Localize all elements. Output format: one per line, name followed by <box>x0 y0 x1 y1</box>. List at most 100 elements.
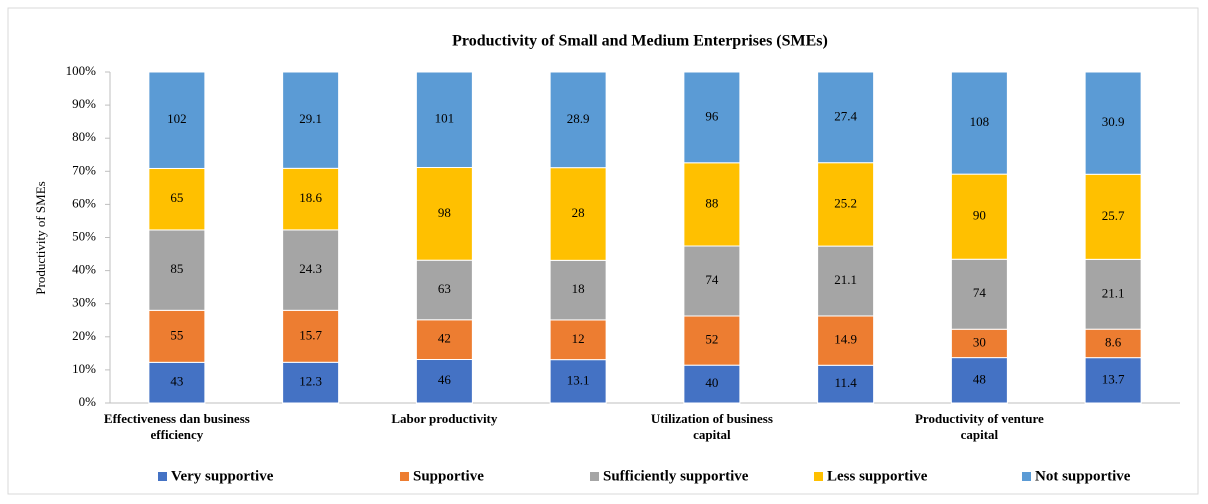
legend-label: Not supportive <box>1035 468 1131 484</box>
data-label: 98 <box>438 205 451 220</box>
bar-segment <box>282 229 340 311</box>
data-label: 25.7 <box>1102 208 1125 223</box>
data-label: 8.6 <box>1105 334 1122 349</box>
data-label: 46 <box>438 372 452 387</box>
data-label: 42 <box>438 331 451 346</box>
data-label: 29.1 <box>299 111 322 126</box>
data-label: 18.6 <box>299 190 322 205</box>
data-label: 12.3 <box>299 374 322 389</box>
data-label: 85 <box>170 261 183 276</box>
data-label: 101 <box>435 111 455 126</box>
y-tick-label: 10% <box>72 361 96 376</box>
data-label: 55 <box>170 327 183 342</box>
y-tick-label: 50% <box>72 228 96 243</box>
x-tick-label: Productivity of venture capital <box>914 411 1044 442</box>
bar-segment <box>950 258 1008 330</box>
bar-segment <box>282 71 340 169</box>
data-label: 90 <box>973 208 986 223</box>
y-tick-label: 100% <box>66 63 97 78</box>
data-label: 63 <box>438 281 451 296</box>
data-label: 28 <box>572 205 585 220</box>
data-label: 28.9 <box>567 111 590 126</box>
bar-segment <box>683 71 741 164</box>
legend-swatch <box>814 472 823 481</box>
bar-segment <box>1084 173 1142 260</box>
data-label: 15.7 <box>299 327 322 342</box>
legend-label: Very supportive <box>171 468 274 484</box>
bar-segment <box>549 359 607 404</box>
bar-segment <box>950 71 1008 175</box>
bar-segment <box>817 71 875 164</box>
data-label: 108 <box>970 114 990 129</box>
bar-segment <box>683 245 741 317</box>
bar-segment <box>950 328 1008 359</box>
bar-segment <box>282 309 340 363</box>
x-tick-label: Utilization of business capital <box>650 411 773 442</box>
x-tick-label: Labor productivity <box>391 411 498 426</box>
data-label: 74 <box>705 272 719 287</box>
y-tick-label: 90% <box>72 96 96 111</box>
x-tick-label: Effectiveness dan business efficiency <box>103 411 250 442</box>
bar-segment <box>1084 71 1142 175</box>
data-label: 24.3 <box>299 261 322 276</box>
bar-segment <box>415 71 473 169</box>
y-tick-label: 70% <box>72 162 96 177</box>
bar-segment <box>683 364 741 404</box>
bar-segment <box>148 309 206 363</box>
bar-segment <box>1084 328 1142 359</box>
bar-segment <box>148 167 206 231</box>
bar-segment <box>950 357 1008 404</box>
legend-swatch <box>158 472 167 481</box>
bar-segment <box>282 167 340 231</box>
data-label: 21.1 <box>834 272 857 287</box>
bar-segment <box>549 167 607 261</box>
data-label: 30 <box>973 334 986 349</box>
bar-segment <box>415 259 473 321</box>
bar-segment <box>1084 357 1142 404</box>
bar-segment <box>817 364 875 404</box>
y-tick-label: 80% <box>72 129 96 144</box>
legend-label: Less supportive <box>827 468 928 484</box>
bar-segment <box>817 162 875 247</box>
y-axis-label: Productivity of SMEs <box>33 181 48 294</box>
data-label: 96 <box>705 108 719 123</box>
bar-segment <box>683 315 741 366</box>
data-label: 21.1 <box>1102 285 1125 300</box>
bar-segment <box>282 361 340 404</box>
data-label: 43 <box>170 374 183 389</box>
legend-swatch <box>590 472 599 481</box>
bar-segment <box>415 167 473 261</box>
data-label: 102 <box>167 111 187 126</box>
data-label: 40 <box>705 375 718 390</box>
data-label: 27.4 <box>834 108 857 123</box>
bar-segment <box>683 162 741 247</box>
bar-segment <box>148 71 206 169</box>
chart-title: Productivity of Small and Medium Enterpr… <box>452 33 828 50</box>
y-tick-label: 60% <box>72 195 96 210</box>
data-label: 14.9 <box>834 332 857 347</box>
y-tick-label: 40% <box>72 262 96 277</box>
y-tick-label: 0% <box>79 394 97 409</box>
data-label: 12 <box>572 331 585 346</box>
bar-segment <box>549 71 607 169</box>
data-label: 11.4 <box>834 375 857 390</box>
legend-swatch <box>400 472 409 481</box>
bar-segment <box>549 319 607 361</box>
bar-segment <box>950 173 1008 260</box>
legend-swatch <box>1022 472 1031 481</box>
bar-segment <box>549 259 607 321</box>
data-label: 48 <box>973 371 986 386</box>
y-tick-label: 30% <box>72 295 96 310</box>
bar-segment <box>1084 258 1142 330</box>
legend-label: Sufficiently supportive <box>603 468 749 484</box>
legend-label: Supportive <box>413 468 484 484</box>
data-label: 88 <box>705 195 718 210</box>
data-label: 25.2 <box>834 195 857 210</box>
data-label: 13.1 <box>567 372 590 387</box>
data-label: 18 <box>572 281 585 296</box>
bar-segment <box>148 229 206 311</box>
bar-segment <box>148 361 206 404</box>
data-label: 74 <box>973 285 987 300</box>
data-label: 65 <box>170 190 183 205</box>
